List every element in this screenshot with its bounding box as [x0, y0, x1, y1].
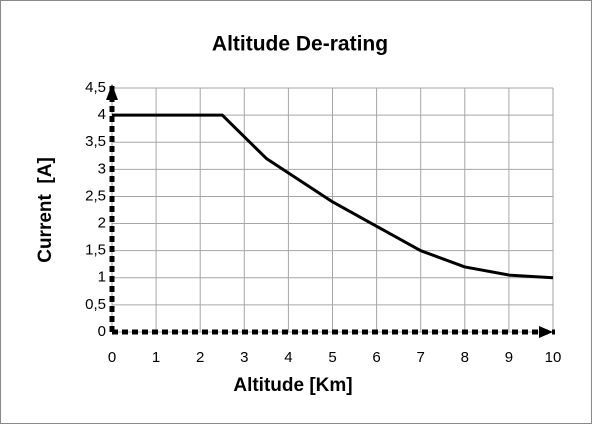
x-tick-label: 5 [328, 349, 336, 366]
y-tick-label: 4,5 [85, 79, 106, 96]
y-tick-label: 0 [98, 323, 106, 340]
y-tick-label: 1 [98, 269, 106, 286]
x-tick-label: 8 [461, 349, 469, 366]
x-axis-arrow [539, 326, 553, 338]
x-tick-label: 3 [240, 349, 248, 366]
chart-title: Altitude De-rating [212, 33, 388, 56]
y-tick-label: 3,5 [85, 133, 106, 150]
x-tick-label: 6 [372, 349, 380, 366]
x-tick-label: 7 [417, 349, 425, 366]
y-axis-label: Current [A] [35, 157, 56, 263]
y-tick-label: 2 [98, 215, 106, 232]
x-tick-label: 4 [284, 349, 292, 366]
y-tick-label: 1,5 [85, 242, 106, 259]
x-tick-label: 2 [196, 349, 204, 366]
data-line [112, 113, 554, 280]
x-axis-label: Altitude [Km] [233, 375, 352, 396]
y-axis-arrow [106, 84, 118, 100]
y-tick-label: 0,5 [85, 296, 106, 313]
x-tick-label: 1 [152, 349, 160, 366]
x-tick-label: 9 [505, 349, 513, 366]
y-tick-label: 4 [98, 106, 106, 123]
x-tick-label: 0 [108, 349, 116, 366]
y-tick-label: 2,5 [85, 187, 106, 204]
y-tick-label: 3 [98, 160, 106, 177]
x-tick-label: 10 [545, 349, 562, 366]
